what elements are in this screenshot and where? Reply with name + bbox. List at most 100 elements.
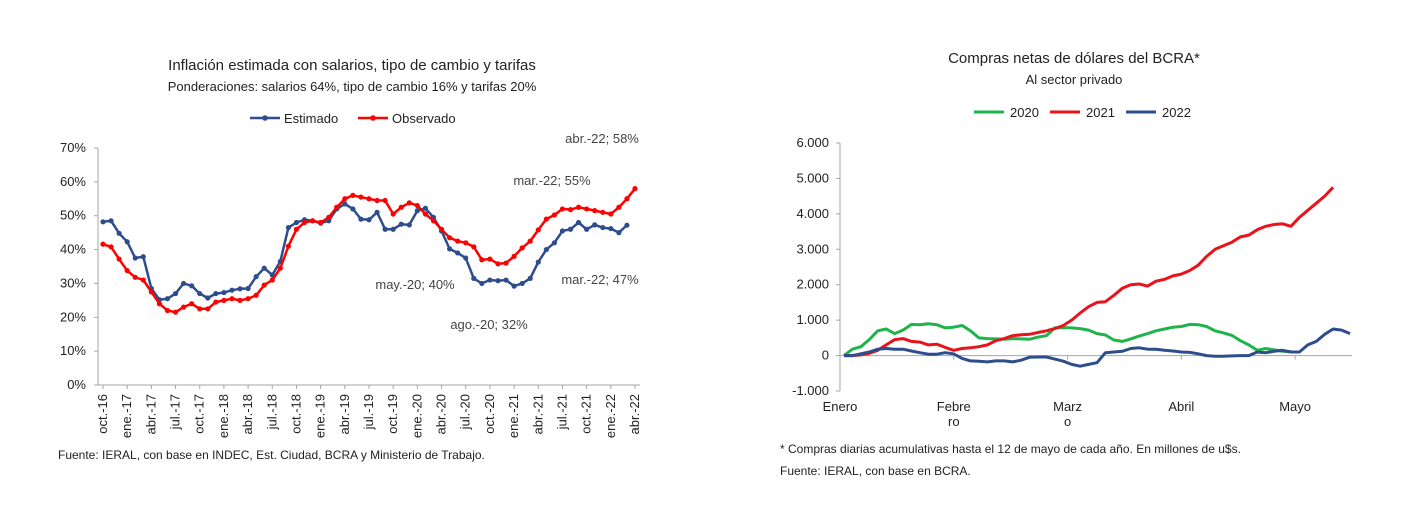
- data-point-observado: [575, 204, 582, 210]
- data-point-estimado: [108, 218, 114, 224]
- data-point-observado: [503, 260, 509, 266]
- x-tick-label: abr.-21: [530, 394, 545, 434]
- x-axis: oct.-16 ene.-17 abr.-17 jul.-17 oct.-17 ene.-…: [95, 384, 642, 438]
- data-point-estimado: [342, 201, 348, 207]
- x-tick-label: Febre: [937, 399, 971, 414]
- legend-label: Estimado: [284, 111, 338, 126]
- data-point-estimado: [519, 280, 525, 287]
- footnote: * Compras diarias acumulativas hasta el …: [780, 442, 1241, 456]
- data-point-estimado: [624, 222, 630, 228]
- series-line-observado: [102, 187, 636, 314]
- data-point-observado: [495, 261, 501, 267]
- x-tick-label: ro: [948, 414, 960, 429]
- legend-label: Observado: [392, 111, 456, 126]
- data-point-observado: [269, 277, 275, 283]
- data-point-estimado: [455, 250, 461, 256]
- y-tick-label: 0%: [67, 377, 86, 392]
- y-tick-label: 60%: [60, 174, 86, 189]
- data-point-observado: [600, 209, 606, 215]
- data-point-observado: [172, 309, 179, 315]
- data-point-estimado: [495, 278, 501, 284]
- x-tick-label: ene.-20: [409, 394, 424, 438]
- data-point-estimado: [100, 219, 106, 225]
- legend-label: 2021: [1086, 105, 1115, 120]
- data-point-observado: [406, 200, 412, 206]
- data-point-estimado: [511, 283, 517, 289]
- data-point-observado: [205, 306, 211, 312]
- data-point-estimado: [181, 280, 187, 287]
- legend-marker: [370, 115, 376, 121]
- data-point-observado: [519, 245, 525, 251]
- data-point-estimado: [132, 255, 138, 261]
- data-point-estimado: [447, 246, 453, 252]
- x-tick-label: ene.-18: [216, 394, 231, 438]
- data-point-observado: [132, 274, 138, 280]
- inflation-chart: Inflación estimada con salarios, tipo de…: [60, 57, 642, 438]
- data-point-observado: [543, 216, 549, 222]
- data-annotation: mar.-22; 47%: [561, 272, 639, 287]
- x-tick-label: abr.-17: [143, 394, 158, 434]
- series-group: [843, 186, 1351, 368]
- data-point-estimado: [471, 275, 477, 281]
- y-tick-label: 4.000: [796, 206, 829, 221]
- y-tick-label: 10%: [60, 343, 86, 358]
- x-tick-label: oct.-16: [95, 394, 110, 434]
- data-point-observado: [366, 196, 372, 202]
- data-point-observado: [414, 202, 420, 209]
- data-point-estimado: [245, 285, 251, 292]
- data-point-observado: [245, 296, 251, 302]
- chart-title: Compras netas de dólares del BCRA*: [948, 50, 1200, 67]
- data-point-observado: [229, 296, 235, 302]
- data-point-observado: [261, 282, 267, 288]
- data-point-estimado: [551, 240, 557, 246]
- data-point-estimado: [382, 226, 388, 232]
- data-point-estimado: [616, 230, 622, 236]
- series-line-2021: [844, 186, 1335, 358]
- chart-subtitle: Ponderaciones: salarios 64%, tipo de cam…: [168, 79, 537, 94]
- source-note: Fuente: IERAL, con base en BCRA.: [780, 464, 971, 478]
- x-tick-label: ene.-22: [603, 394, 618, 438]
- data-point-observado: [438, 226, 445, 232]
- bcra-purchases-chart-panel: Compras netas de dólares del BCRA* Al se…: [704, 0, 1408, 516]
- data-point-estimado: [172, 290, 179, 297]
- y-tick-label: 30%: [60, 275, 86, 290]
- x-tick-label: jul.-21: [554, 394, 569, 430]
- data-point-estimado: [592, 222, 598, 228]
- data-point-estimado: [229, 287, 235, 293]
- data-annotation: ago.-20; 32%: [450, 317, 528, 332]
- data-point-estimado: [261, 265, 267, 271]
- data-point-observado: [559, 206, 566, 212]
- data-point-estimado: [197, 290, 203, 297]
- chart-title: Inflación estimada con salarios, tipo de…: [168, 57, 536, 74]
- y-tick-label: 1.000: [796, 312, 829, 327]
- data-point-estimado: [527, 275, 533, 281]
- x-tick-label: abr.-22: [627, 394, 642, 434]
- data-point-estimado: [189, 283, 195, 289]
- data-point-observado: [326, 214, 332, 221]
- x-tick-label: jul.-20: [458, 394, 473, 430]
- data-point-estimado: [140, 254, 146, 260]
- data-point-observado: [342, 196, 348, 202]
- x-tick-label: Mayo: [1279, 399, 1311, 414]
- data-point-observado: [422, 211, 429, 217]
- annotations: abr.-22; 58% mar.-22; 55% may.-20; 40% mar.…: [375, 131, 639, 332]
- data-point-estimado: [479, 280, 485, 287]
- y-tick-label: 50%: [60, 208, 86, 223]
- data-point-observado: [471, 244, 477, 250]
- data-point-estimado: [366, 217, 372, 223]
- series-line-2020: [843, 322, 1292, 357]
- data-point-observado: [285, 243, 291, 249]
- x-tick-label: Abril: [1168, 399, 1194, 414]
- data-point-observado: [551, 212, 557, 218]
- y-tick-label: 40%: [60, 242, 86, 257]
- data-annotation: may.-20; 40%: [375, 277, 455, 292]
- x-tick-label: ene.-19: [313, 394, 328, 438]
- data-point-estimado: [567, 226, 574, 232]
- data-point-observado: [608, 211, 614, 217]
- data-point-observado: [479, 257, 485, 263]
- data-point-observado: [535, 227, 541, 233]
- data-point-estimado: [543, 246, 549, 253]
- y-tick-label: 5.000: [796, 170, 829, 185]
- data-point-observado: [213, 299, 219, 305]
